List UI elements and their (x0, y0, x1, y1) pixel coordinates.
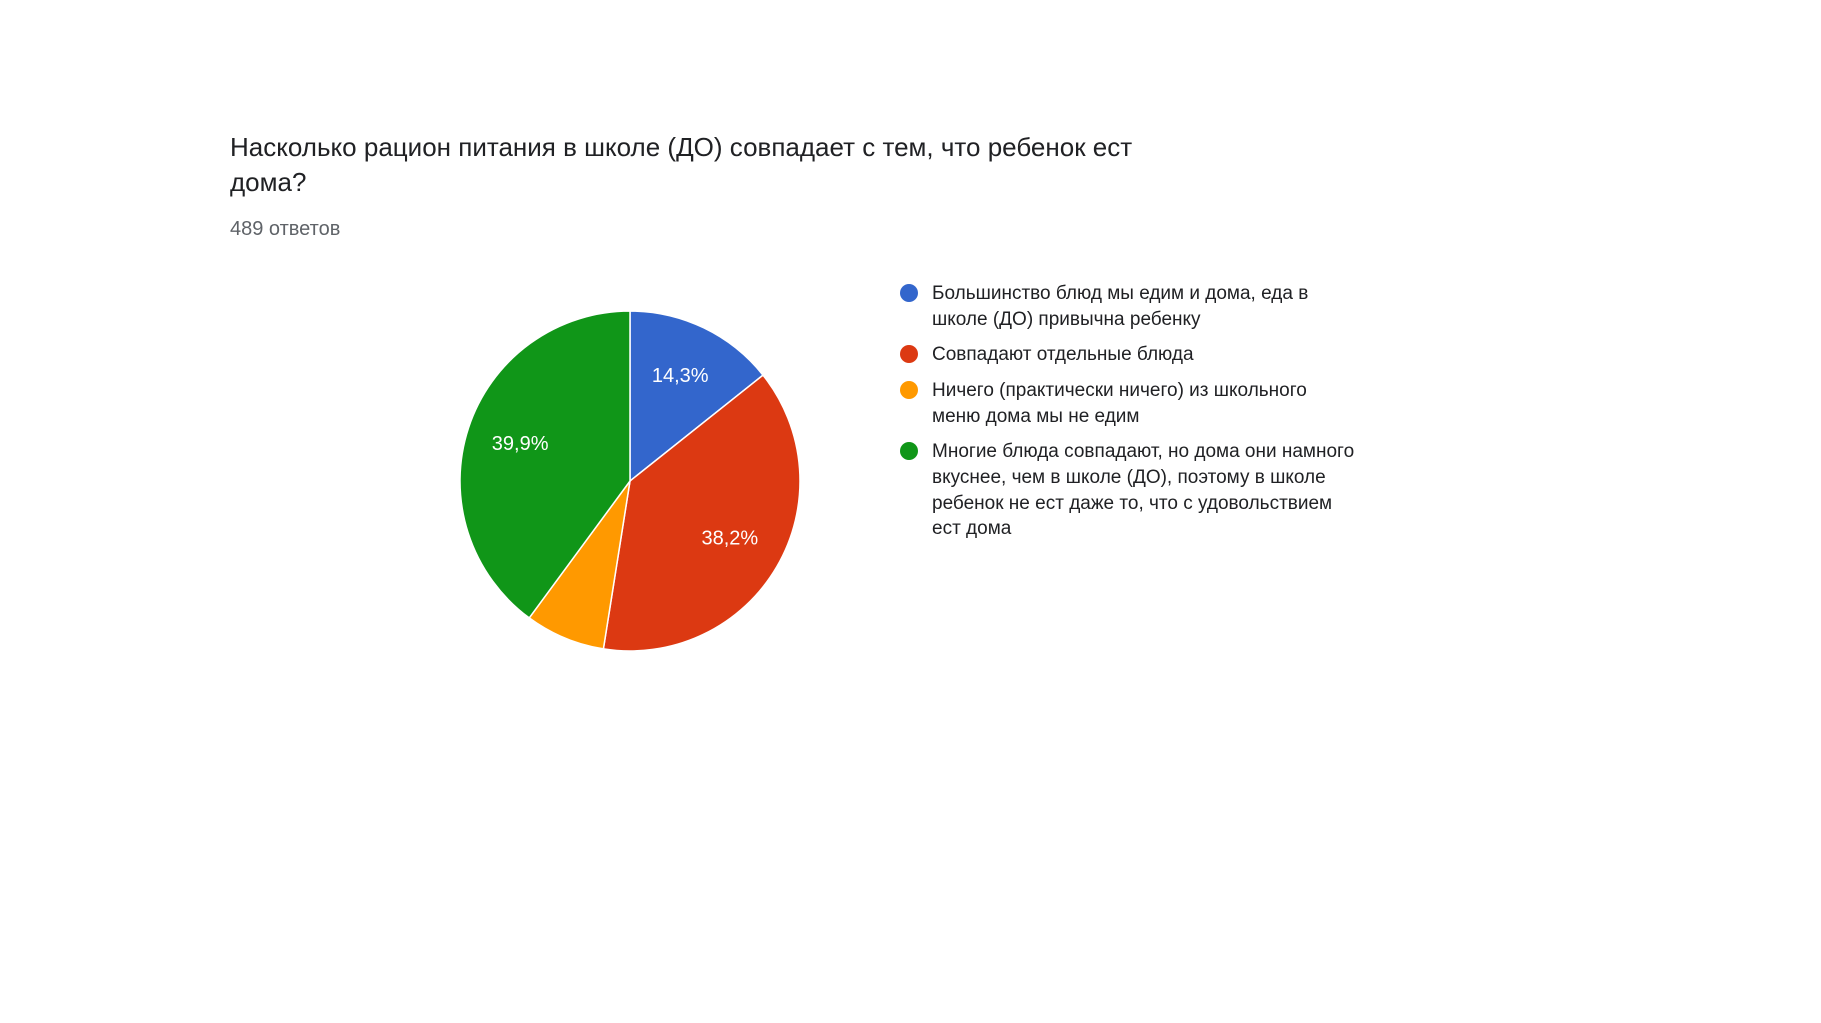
legend-label: Совпадают отдельные блюда (932, 342, 1194, 368)
legend-dot-icon (900, 381, 918, 399)
legend-dot-icon (900, 442, 918, 460)
chart-row: 14,3% 38,2% 39,9% Большинство блюд мы едим… (230, 271, 1430, 696)
legend-dot-icon (900, 345, 918, 363)
chart-legend: Большинство блюд мы едим и дома, еда в ш… (900, 281, 1360, 552)
legend-item-blue: Большинство блюд мы едим и дома, еда в ш… (900, 281, 1360, 332)
pie-slice-label-red: 38,2% (702, 528, 759, 550)
pie-chart: 14,3% 38,2% 39,9% (420, 271, 840, 696)
chart-title: Насколько рацион питания в школе (ДО) со… (230, 130, 1150, 200)
chart-container: Насколько рацион питания в школе (ДО) со… (230, 130, 1430, 696)
legend-item-green: Многие блюда совпадают, но дома они намн… (900, 439, 1360, 542)
pie-slice-label-blue: 14,3% (652, 365, 709, 387)
legend-label: Большинство блюд мы едим и дома, еда в ш… (932, 281, 1360, 332)
legend-item-red: Совпадают отдельные блюда (900, 342, 1360, 368)
legend-label: Ничего (практически ничего) из школьного… (932, 378, 1360, 429)
pie-slice-label-green: 39,9% (492, 433, 549, 455)
legend-dot-icon (900, 284, 918, 302)
chart-subtitle: 489 ответов (230, 218, 1430, 241)
legend-label: Многие блюда совпадают, но дома они намн… (932, 439, 1360, 542)
legend-item-orange: Ничего (практически ничего) из школьного… (900, 378, 1360, 429)
